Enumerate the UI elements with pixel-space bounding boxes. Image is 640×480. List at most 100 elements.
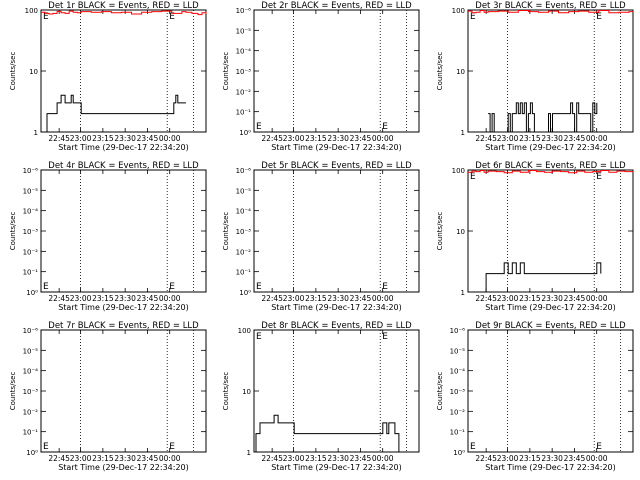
x-tick-label: 23:45 bbox=[564, 134, 586, 143]
y-tick-label: 10⁻⁶ bbox=[236, 167, 252, 175]
y-tick-label: 10⁻⁶ bbox=[23, 327, 39, 335]
y-tick-label: 10⁻³ bbox=[23, 228, 39, 236]
x-tick-label: 23:30 bbox=[114, 454, 136, 463]
y-tick-label: 10⁻³ bbox=[23, 388, 39, 396]
x-tick-label: 23:15 bbox=[92, 294, 114, 303]
panel-title: Det 4r BLACK = Events, RED = LLD bbox=[48, 161, 199, 171]
x-axis-label: Start Time (29-Dec-17 22:34:20) bbox=[271, 303, 402, 312]
x-tick-label: 23:45 bbox=[564, 294, 586, 303]
y-tick-label: 100 bbox=[25, 7, 38, 15]
panel-title: Det 3r BLACK = Events, RED = LLD bbox=[475, 1, 626, 11]
y-tick-label: 10⁰ bbox=[239, 289, 251, 297]
x-tick-label: 23:15 bbox=[305, 294, 327, 303]
e-marker-right: E bbox=[596, 172, 602, 182]
e-marker-left: E bbox=[470, 172, 476, 182]
y-tick-label: 10⁻⁵ bbox=[236, 187, 252, 195]
x-tick-label: 23:15 bbox=[305, 454, 327, 463]
y-tick-label: 100 bbox=[238, 327, 251, 335]
y-tick-label: 10⁻⁵ bbox=[23, 187, 39, 195]
x-axis-label: Start Time (29-Dec-17 22:34:20) bbox=[485, 143, 616, 152]
y-tick-label: 10⁻⁵ bbox=[236, 27, 252, 35]
y-tick-label: 10⁰ bbox=[239, 129, 251, 137]
x-tick-label: 23:15 bbox=[92, 454, 114, 463]
lld-series-line bbox=[468, 170, 634, 174]
y-tick-label: 10⁻³ bbox=[450, 388, 466, 396]
y-axis-label: Counts/sec bbox=[436, 372, 444, 411]
e-marker-left: E bbox=[256, 332, 262, 342]
y-tick-label: 10⁻⁵ bbox=[450, 347, 466, 355]
y-axis-label: Counts/sec bbox=[222, 52, 230, 91]
panel-title: Det 7r BLACK = Events, RED = LLD bbox=[48, 321, 199, 331]
y-tick-label: 1 bbox=[247, 449, 251, 457]
x-tick-label: 23:15 bbox=[519, 454, 541, 463]
x-tick-label: 00:00 bbox=[372, 134, 394, 143]
y-tick-label: 100 bbox=[452, 167, 465, 175]
y-tick-label: 10⁻⁶ bbox=[450, 327, 466, 335]
plot-frame bbox=[40, 169, 207, 293]
x-tick-label: 23:00 bbox=[70, 294, 92, 303]
e-marker-right: E bbox=[596, 12, 602, 22]
e-marker-right: E bbox=[382, 332, 388, 342]
y-tick-label: 10⁻¹ bbox=[23, 269, 39, 277]
y-tick-label: 10⁻⁶ bbox=[236, 7, 252, 15]
e-marker-right: E bbox=[169, 12, 175, 22]
y-tick-label: 10⁻¹ bbox=[23, 429, 39, 437]
x-tick-label: 23:15 bbox=[305, 134, 327, 143]
e-marker-right: E bbox=[169, 282, 175, 292]
y-tick-label: 10⁻² bbox=[236, 88, 252, 96]
y-tick-label: 10⁻⁴ bbox=[450, 368, 466, 376]
e-marker-left: E bbox=[256, 122, 262, 132]
x-tick-label: 23:30 bbox=[327, 294, 349, 303]
x-tick-label: 23:00 bbox=[70, 134, 92, 143]
y-axis-label: Counts/sec bbox=[222, 372, 230, 411]
y-tick-label: 10⁻² bbox=[23, 248, 39, 256]
x-tick-label: 22:45 bbox=[261, 134, 283, 143]
y-tick-label: 10⁻² bbox=[23, 408, 39, 416]
lld-series-line bbox=[468, 10, 634, 14]
x-tick-label: 00:00 bbox=[159, 454, 181, 463]
y-tick-label: 10⁻⁴ bbox=[236, 208, 252, 216]
x-tick-label: 23:45 bbox=[564, 454, 586, 463]
y-tick-label: 10⁻⁵ bbox=[23, 347, 39, 355]
y-tick-label: 10 bbox=[242, 388, 251, 396]
x-tick-label: 00:00 bbox=[372, 294, 394, 303]
e-marker-right: E bbox=[596, 442, 602, 452]
x-tick-label: 22:45 bbox=[48, 294, 70, 303]
y-axis-label: Counts/sec bbox=[436, 212, 444, 251]
x-tick-label: 23:00 bbox=[283, 454, 305, 463]
x-tick-label: 00:00 bbox=[586, 134, 608, 143]
y-tick-label: 10⁻⁶ bbox=[23, 167, 39, 175]
y-tick-label: 1 bbox=[461, 129, 465, 137]
x-tick-label: 23:15 bbox=[519, 134, 541, 143]
e-marker-left: E bbox=[470, 12, 476, 22]
x-tick-label: 00:00 bbox=[159, 134, 181, 143]
e-marker-left: E bbox=[256, 282, 262, 292]
x-tick-label: 23:00 bbox=[70, 454, 92, 463]
y-axis-label: Counts/sec bbox=[9, 52, 17, 91]
x-tick-label: 22:45 bbox=[48, 134, 70, 143]
y-axis-label: Counts/sec bbox=[436, 52, 444, 91]
y-tick-label: 10⁻² bbox=[236, 248, 252, 256]
x-tick-label: 23:30 bbox=[541, 134, 563, 143]
x-tick-label: 23:45 bbox=[350, 134, 372, 143]
x-tick-label: 23:30 bbox=[327, 134, 349, 143]
y-tick-label: 1 bbox=[34, 129, 38, 137]
x-tick-label: 22:45 bbox=[261, 454, 283, 463]
x-tick-label: 22:45 bbox=[475, 454, 497, 463]
x-tick-label: 23:00 bbox=[283, 294, 305, 303]
x-tick-label: 23:00 bbox=[283, 134, 305, 143]
e-marker-left: E bbox=[470, 442, 476, 452]
panel-title: Det 5r BLACK = Events, RED = LLD bbox=[261, 161, 412, 171]
e-marker-left: E bbox=[43, 12, 49, 22]
x-tick-label: 23:00 bbox=[497, 134, 519, 143]
y-tick-label: 10⁻⁴ bbox=[23, 208, 39, 216]
x-tick-label: 23:45 bbox=[350, 294, 372, 303]
x-tick-label: 23:45 bbox=[137, 294, 159, 303]
events-series-line bbox=[488, 102, 598, 133]
